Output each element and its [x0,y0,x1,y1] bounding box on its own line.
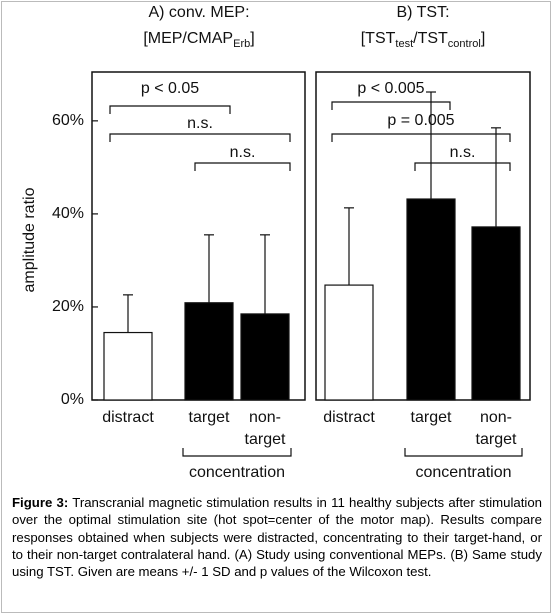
group-label: concentration [415,464,511,481]
subtitle-part: ] [481,30,485,47]
significance-bracket [414,162,511,171]
group-label: concentration [189,464,285,481]
significance-label: n.s. [450,144,476,161]
bar [324,284,374,401]
significance-label: p < 0.005 [357,80,424,97]
y-tick-label: 0% [61,391,84,408]
subtitle-subscript: control [448,38,481,50]
significance-label: p < 0.05 [141,80,199,97]
subtitle-part: ] [250,30,254,47]
group-bracket [404,448,523,457]
significance-bracket [331,101,451,110]
x-tick-label: distract [323,409,375,426]
y-axis-label: amplitude ratio [21,187,38,292]
significance-bracket [109,105,231,114]
significance-label: n.s. [230,144,256,161]
x-tick-label: target [411,409,452,426]
panel-subtitle: [MEP/CMAPErb] [143,30,254,50]
bar [471,226,521,401]
y-tick-label: 60% [52,112,84,129]
x-tick-label: non- [480,409,512,426]
bar [240,313,290,401]
bar [184,302,234,401]
x-tick-label: non- [249,409,281,426]
significance-label: p = 0.005 [387,112,454,129]
caption: Figure 3: Transcranial magnetic stimulat… [12,494,542,580]
subtitle-subscript: test [395,38,413,50]
subtitle-part: [MEP/CMAP [143,30,233,47]
panel-subtitle: [TSTtest/TSTcontrol] [361,30,486,50]
x-tick-label: target [245,431,286,448]
y-tick-label: 20% [52,298,84,315]
caption-text: Transcranial magnetic stimulation result… [12,495,542,580]
x-tick-label: target [189,409,230,426]
caption-label: Figure 3: [12,495,69,510]
y-tick-label: 40% [52,205,84,222]
subtitle-part: [TST [361,30,396,47]
panel-title: B) TST: [396,4,449,21]
significance-bracket [194,162,291,171]
subtitle-subscript: Erb [233,38,250,50]
panel-title: A) conv. MEP: [148,4,249,21]
x-tick-label: distract [102,409,154,426]
bar [406,198,456,401]
group-bracket [182,448,292,457]
subtitle-part: /TST [413,30,448,47]
significance-bracket [109,133,291,142]
x-tick-label: target [476,431,517,448]
chart: A) conv. MEP: [MEP/CMAPErb] B) TST: [TST… [21,4,531,481]
significance-bracket [331,133,511,142]
bar [103,331,153,401]
significance-label: n.s. [187,115,213,132]
